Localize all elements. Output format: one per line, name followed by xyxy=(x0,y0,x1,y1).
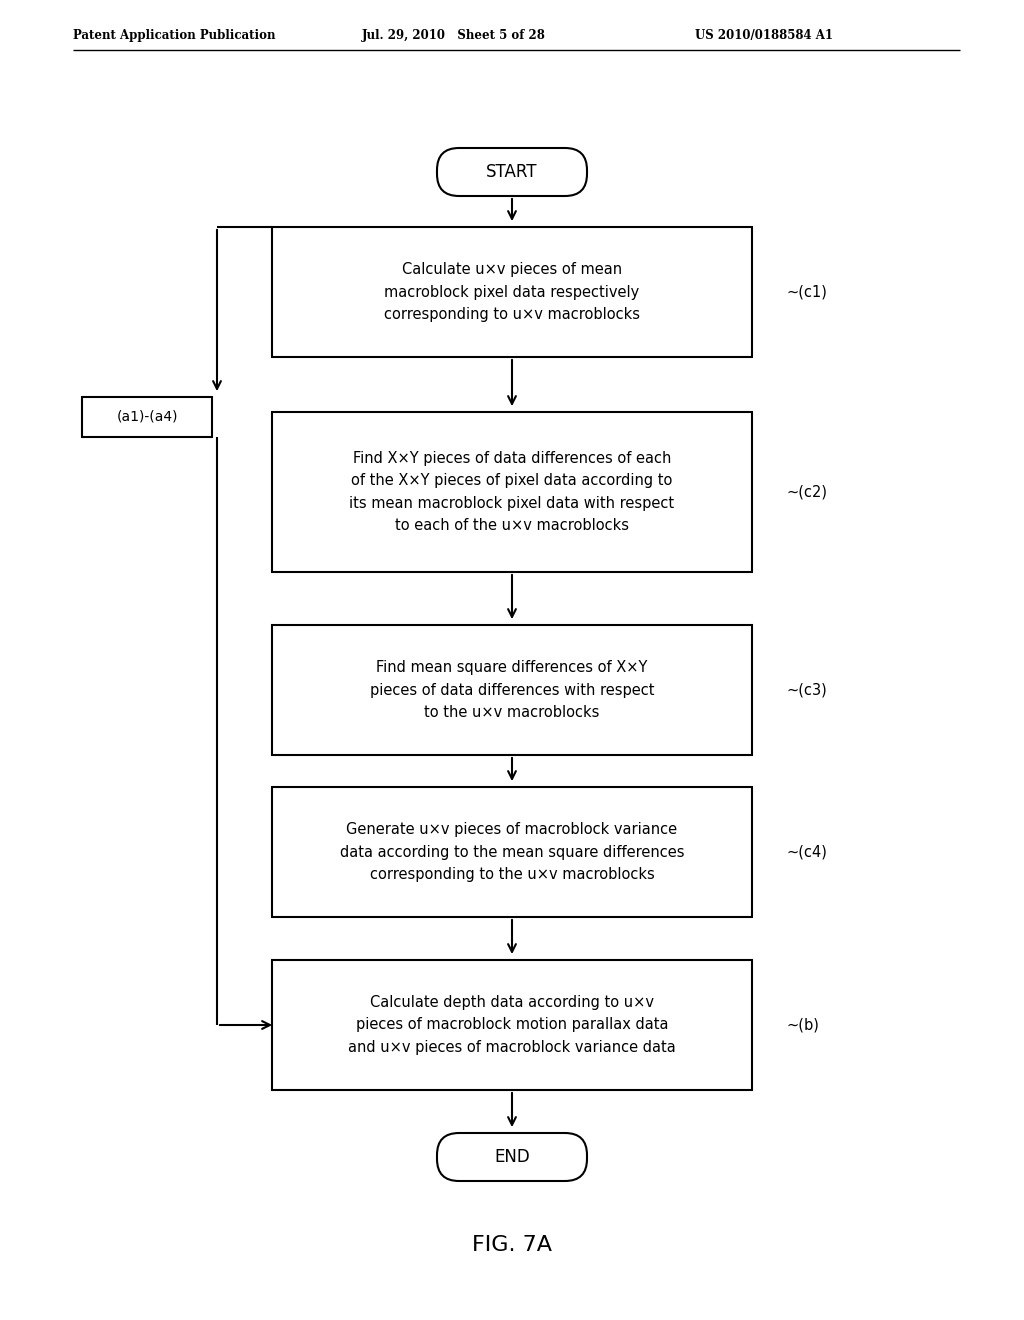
Bar xyxy=(272,227,752,356)
Bar xyxy=(272,787,752,917)
FancyBboxPatch shape xyxy=(437,1133,587,1181)
Text: Find mean square differences of X×Y
pieces of data differences with respect
to t: Find mean square differences of X×Y piec… xyxy=(370,660,654,719)
Text: Calculate depth data according to u×v
pieces of macroblock motion parallax data
: Calculate depth data according to u×v pi… xyxy=(348,995,676,1055)
Text: END: END xyxy=(495,1148,529,1166)
Text: Find X×Y pieces of data differences of each
of the X×Y pieces of pixel data acco: Find X×Y pieces of data differences of e… xyxy=(349,451,675,533)
Text: Patent Application Publication: Patent Application Publication xyxy=(73,29,275,41)
Text: START: START xyxy=(486,162,538,181)
Text: ~(c3): ~(c3) xyxy=(787,682,827,697)
Text: ~(b): ~(b) xyxy=(787,1018,820,1032)
Bar xyxy=(272,960,752,1090)
Text: ~(c1): ~(c1) xyxy=(787,285,827,300)
Text: Generate u×v pieces of macroblock variance
data according to the mean square dif: Generate u×v pieces of macroblock varian… xyxy=(340,822,684,882)
Text: FIG. 7A: FIG. 7A xyxy=(472,1236,552,1255)
Text: Calculate u×v pieces of mean
macroblock pixel data respectively
corresponding to: Calculate u×v pieces of mean macroblock … xyxy=(384,263,640,322)
Bar xyxy=(272,412,752,572)
Text: Jul. 29, 2010   Sheet 5 of 28: Jul. 29, 2010 Sheet 5 of 28 xyxy=(362,29,546,41)
Text: ~(c2): ~(c2) xyxy=(787,484,828,499)
Text: US 2010/0188584 A1: US 2010/0188584 A1 xyxy=(695,29,833,41)
FancyBboxPatch shape xyxy=(437,148,587,195)
Bar xyxy=(82,397,212,437)
Bar xyxy=(272,624,752,755)
Text: ~(c4): ~(c4) xyxy=(787,845,827,859)
Text: (a1)-(a4): (a1)-(a4) xyxy=(117,411,178,424)
